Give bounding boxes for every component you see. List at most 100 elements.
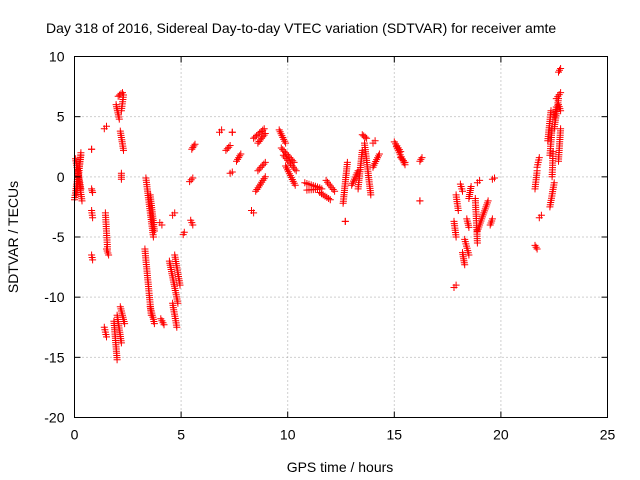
data-point — [186, 178, 194, 186]
data-point — [280, 147, 288, 155]
data-point — [255, 182, 263, 190]
data-point — [398, 155, 406, 163]
data-point — [260, 125, 268, 133]
data-point — [488, 215, 496, 223]
data-point — [416, 157, 424, 165]
data-point — [254, 184, 262, 192]
data-point — [120, 146, 127, 154]
data-point — [105, 251, 113, 259]
x-tick-labels: 0 5 10 15 20 25 — [71, 427, 616, 443]
data-point — [233, 157, 240, 165]
data-point — [373, 156, 381, 164]
data-point — [367, 191, 375, 199]
data-point — [115, 115, 123, 123]
data-point — [418, 154, 426, 162]
data-point — [341, 217, 349, 225]
data-point — [78, 197, 86, 205]
data-point — [465, 223, 473, 231]
data-point — [117, 339, 125, 347]
data-point — [547, 107, 555, 115]
data-point — [171, 209, 179, 217]
data-point — [550, 179, 558, 187]
data-point — [120, 91, 127, 99]
data-point — [261, 173, 269, 181]
data-point — [361, 133, 369, 141]
data-point — [254, 167, 262, 175]
data-point — [532, 243, 540, 251]
data-point — [319, 191, 327, 199]
data-point — [325, 180, 333, 188]
data-point — [89, 189, 97, 196]
data-point — [218, 126, 226, 134]
data-point — [173, 323, 181, 331]
data-point — [121, 320, 129, 328]
data-point — [279, 146, 287, 154]
data-point — [252, 187, 260, 195]
data-point — [261, 158, 269, 166]
data-point — [158, 221, 166, 229]
data-point — [375, 150, 383, 158]
data-point — [255, 165, 263, 173]
data-point — [467, 183, 475, 190]
data-point — [537, 211, 545, 219]
data-point — [77, 149, 85, 157]
x-axis-label: GPS time / hours — [287, 459, 394, 475]
data-point — [228, 168, 236, 176]
data-point — [328, 184, 336, 192]
data-point — [280, 135, 288, 143]
data-point — [533, 245, 541, 253]
y-tick-label: 10 — [49, 49, 65, 65]
data-point — [234, 155, 242, 163]
data-point — [452, 233, 460, 241]
data-point — [113, 356, 121, 364]
data-point — [452, 281, 460, 289]
data-point — [326, 182, 334, 190]
data-point — [160, 321, 168, 329]
x-tick-label: 15 — [387, 427, 403, 443]
y-tick-label: 0 — [57, 169, 65, 185]
data-point — [279, 151, 287, 159]
data-point — [258, 178, 266, 186]
data-point — [285, 158, 293, 166]
y-tick-label: 5 — [57, 109, 65, 125]
data-point — [236, 152, 244, 160]
data-point — [257, 163, 265, 171]
data-point — [459, 187, 466, 195]
data-point — [400, 157, 407, 165]
data-point — [557, 107, 565, 115]
data-point — [260, 175, 268, 183]
data-point — [150, 320, 158, 328]
data-point — [331, 187, 339, 195]
data-point — [416, 197, 424, 205]
x-tick-label: 20 — [493, 427, 509, 443]
data-point — [329, 186, 337, 193]
data-point — [187, 176, 195, 184]
data-point — [531, 241, 539, 249]
data-point — [261, 130, 269, 137]
y-axis-label: SDTVAR / TECUs — [5, 181, 21, 293]
data-point — [549, 148, 557, 156]
data-point — [235, 154, 243, 162]
data-point — [260, 131, 268, 139]
data-point — [291, 165, 299, 173]
data-point — [253, 186, 261, 193]
data-point — [180, 228, 188, 236]
data-point — [491, 174, 498, 182]
data-point — [473, 239, 481, 247]
data-point — [292, 167, 300, 175]
data-point — [484, 197, 492, 205]
data-point — [465, 251, 473, 259]
data-point — [454, 207, 462, 214]
chart-grid — [74, 56, 608, 418]
data-point — [557, 65, 565, 72]
data-point — [103, 122, 110, 130]
axis-ticks — [74, 56, 608, 418]
data-point — [258, 162, 266, 170]
x-tick-label: 0 — [71, 427, 79, 443]
data-point — [190, 142, 198, 150]
y-tick-labels: -20 -15 -10 -5 0 5 10 — [44, 49, 64, 426]
data-point — [557, 125, 565, 133]
data-point — [176, 281, 184, 289]
data-point — [401, 158, 409, 166]
